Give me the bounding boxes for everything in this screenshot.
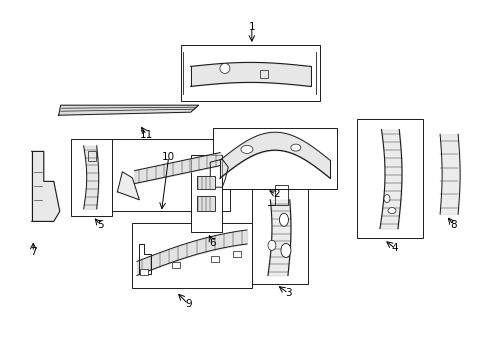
Polygon shape: [117, 172, 139, 200]
Bar: [196, 176, 214, 189]
Text: 5: 5: [97, 220, 103, 230]
Bar: [190, 155, 222, 232]
Text: 4: 4: [391, 243, 398, 253]
Bar: [181, 45, 320, 101]
Text: 8: 8: [449, 220, 456, 230]
Text: 2: 2: [272, 189, 279, 199]
Text: 3: 3: [285, 288, 291, 298]
Text: 10: 10: [162, 152, 175, 162]
Polygon shape: [59, 105, 198, 115]
Circle shape: [220, 63, 229, 73]
Bar: [140, 269, 148, 275]
Bar: [132, 223, 251, 288]
Bar: [260, 70, 267, 78]
Ellipse shape: [383, 195, 389, 203]
Ellipse shape: [279, 213, 288, 226]
Bar: [211, 256, 219, 262]
Ellipse shape: [290, 144, 300, 151]
Text: 1: 1: [248, 22, 255, 32]
Bar: [196, 196, 214, 211]
Bar: [251, 189, 307, 284]
Text: 6: 6: [209, 238, 216, 248]
Bar: [87, 151, 96, 161]
Polygon shape: [32, 152, 60, 221]
Text: 9: 9: [184, 299, 191, 309]
Bar: [105, 139, 229, 211]
Text: 11: 11: [140, 130, 153, 140]
Ellipse shape: [387, 208, 395, 213]
Bar: [356, 119, 422, 238]
Ellipse shape: [281, 243, 290, 257]
Ellipse shape: [267, 240, 275, 251]
Bar: [233, 251, 241, 257]
Bar: [212, 128, 337, 189]
Bar: [71, 139, 112, 216]
Text: 7: 7: [30, 247, 37, 257]
Ellipse shape: [241, 145, 252, 153]
Bar: [172, 262, 180, 267]
